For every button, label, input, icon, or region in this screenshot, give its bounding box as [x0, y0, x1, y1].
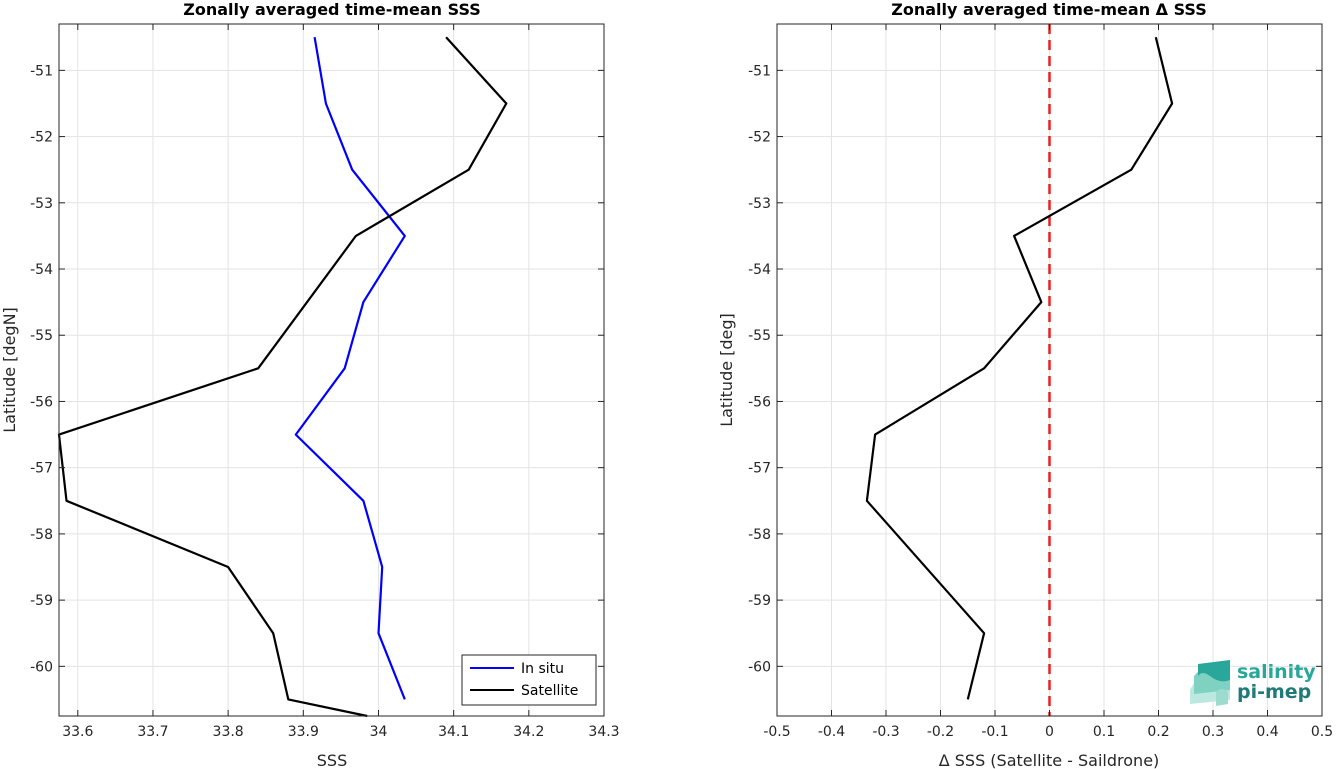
y-tick-label: -51 [748, 63, 771, 79]
x-tick-label: 0.3 [1202, 724, 1224, 740]
x-tick-label: -0.1 [981, 724, 1008, 740]
x-tick-label: -0.3 [872, 724, 899, 740]
legend-label-satellite: Satellite [521, 683, 578, 699]
sss-panel: Zonally averaged time-mean SSS SSS Latit… [0, 0, 620, 769]
x-tick-label: 34.3 [588, 724, 619, 740]
x-axis-label: SSS [317, 751, 347, 769]
y-tick-label: -55 [30, 328, 53, 344]
legend: In situ Satellite [461, 654, 597, 706]
axes-box [58, 23, 605, 717]
x-tick-label: 33.6 [62, 724, 93, 740]
series-satellite-line [57, 36, 508, 718]
y-tick-label: -56 [30, 394, 53, 410]
wave-logo-icon [1190, 660, 1230, 706]
plot-area: 33.6 33.7 33.8 33.9 34 34.1 34.2 34.3 -51 -52 -53 -… [30, 23, 620, 740]
y-tick-label: -54 [30, 262, 53, 278]
delta-sss-series-line [865, 36, 1174, 700]
y-tick-label: -51 [30, 63, 53, 79]
y-tick-label: -52 [748, 130, 771, 146]
x-tick-label: -0.4 [818, 724, 845, 740]
x-tick-label: -0.5 [763, 724, 790, 740]
y-tick-label: -57 [30, 461, 53, 477]
y-tick-label: -57 [748, 461, 771, 477]
logo-text-salinity: salinity [1237, 661, 1316, 683]
legend-box [461, 654, 597, 706]
x-tick-label: 33.8 [213, 724, 244, 740]
x-tick-label: 33.7 [137, 724, 168, 740]
y-tick-label: -52 [30, 130, 53, 146]
y-tick-label: -53 [748, 196, 771, 212]
x-tick-label: 33.9 [288, 724, 319, 740]
y-tick-label: -58 [748, 527, 771, 543]
x-tick-label: 0.5 [1311, 724, 1333, 740]
x-tick-label: 34 [370, 724, 388, 740]
chart-title: Zonally averaged time-mean SSS [183, 0, 481, 19]
y-tick-label: -59 [30, 593, 53, 609]
x-tick-label: 0 [1045, 724, 1054, 740]
x-tick-label: 0.2 [1147, 724, 1169, 740]
y-tick-label: -60 [748, 659, 771, 675]
x-axis-label: Δ SSS (Satellite - Saildrone) [939, 751, 1160, 769]
y-tick-label: -58 [30, 527, 53, 543]
salinity-pi-mep-logo: salinity pi-mep [1190, 660, 1316, 706]
y-axis-label: Latitude [degN] [0, 307, 19, 433]
x-tick-label: 34.2 [513, 724, 544, 740]
y-tick-label: -60 [30, 659, 53, 675]
x-tick-label: -0.2 [927, 724, 954, 740]
delta-sss-panel: Zonally averaged time-mean Δ SSS Δ SSS (… [717, 0, 1333, 769]
y-axis-label: Latitude [deg] [717, 313, 736, 427]
chart-title: Zonally averaged time-mean Δ SSS [891, 0, 1207, 19]
x-tick-label: 0.4 [1256, 724, 1278, 740]
y-tick-label: -55 [748, 328, 771, 344]
logo-text-pi-mep: pi-mep [1237, 681, 1311, 703]
x-tick-label: 0.1 [1093, 724, 1115, 740]
y-tick-label: -53 [30, 196, 53, 212]
y-tick-label: -59 [748, 593, 771, 609]
y-tick-label: -54 [748, 262, 771, 278]
y-tick-label: -56 [748, 394, 771, 410]
x-tick-label: 34.1 [438, 724, 469, 740]
legend-label-in-situ: In situ [521, 661, 564, 677]
plot-area: -0.5 -0.4 -0.3 -0.2 -0.1 0 0.1 0.2 0.3 0.4 0.5 -51 -… [748, 23, 1333, 740]
